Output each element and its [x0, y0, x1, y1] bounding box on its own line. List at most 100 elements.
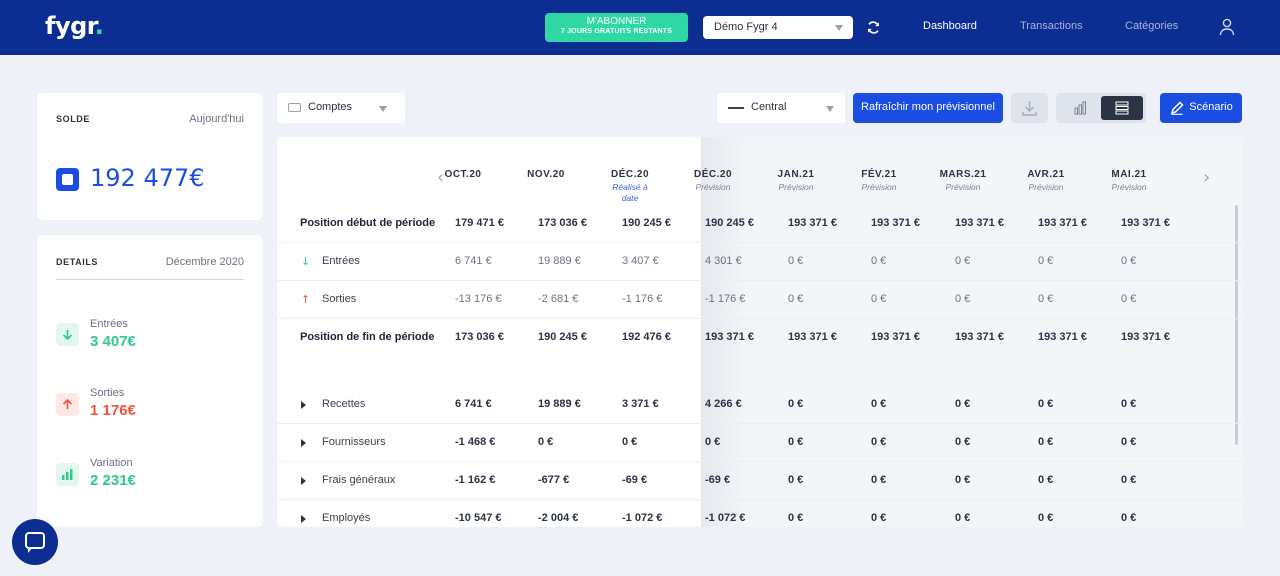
subscribe-button[interactable]: M'ABONNER 7 JOURS GRATUITS RESTANTS — [545, 13, 688, 42]
column-month: DÉC.20 — [693, 169, 732, 180]
fygr-logo[interactable]: fygr. — [45, 12, 104, 40]
scenario-button[interactable]: Scénario — [1160, 93, 1242, 123]
column-header: MAI.21 Prévision — [1089, 169, 1169, 193]
table-cell: 0 € — [1121, 436, 1137, 448]
table-cell: 6 741 € — [455, 398, 492, 410]
column-header: AVR.21 Prévision — [1006, 169, 1086, 193]
table-cell: 173 036 € — [538, 217, 587, 229]
nav-dashboard[interactable]: Dashboard — [923, 20, 977, 32]
table-cell: 0 € — [955, 255, 971, 267]
table-cell: 0 € — [1038, 474, 1054, 486]
column-header: DÉC.20 Prévision — [673, 169, 753, 193]
table-cell: 0 € — [1121, 293, 1137, 305]
table-cell: 0 € — [871, 293, 887, 305]
table-cell: 0 € — [955, 474, 971, 486]
table-cell: -1 176 € — [622, 293, 663, 305]
table-row[interactable]: Fournisseurs -1 468 € 0 € 0 € 0 € 0 € 0 € 0 € 0 … — [277, 424, 1243, 462]
table-cell: 0 € — [788, 436, 804, 448]
expand-caret-icon[interactable] — [301, 477, 306, 485]
top-navbar: fygr. M'ABONNER 7 JOURS GRATUITS RESTANT… — [0, 0, 1280, 55]
balance-value: 192 477€ — [90, 164, 205, 192]
expand-caret-icon[interactable] — [301, 401, 306, 409]
table-cell: 193 371 € — [955, 217, 1004, 229]
balance-title: SOLDE — [56, 114, 91, 124]
chart-view-button[interactable] — [1059, 96, 1101, 120]
table-row: Position de fin de période 173 036 € 190 2… — [277, 319, 1243, 357]
metric-value-entrees: 3 407€ — [90, 333, 136, 350]
scenario-button-label: Scénario — [1189, 101, 1233, 113]
table-row[interactable]: Frais généraux -1 162 € -677 € -69 € -69 € 0 … — [277, 462, 1243, 500]
table-cell: 173 036 € — [455, 331, 504, 343]
row-label: Recettes — [322, 398, 366, 410]
chevron-left-icon[interactable]: ‹ — [437, 167, 445, 188]
refresh-forecast-button[interactable]: Rafraîchir mon prévisionnel — [853, 93, 1003, 123]
table-cell: 190 245 € — [705, 217, 754, 229]
expand-caret-icon[interactable] — [301, 439, 306, 447]
expand-caret-icon[interactable] — [301, 515, 306, 523]
column-header: FÉV.21 Prévision — [839, 169, 919, 193]
vertical-scrollbar[interactable] — [1235, 205, 1238, 445]
scenario-select[interactable]: Central — [717, 93, 845, 123]
nav-transactions[interactable]: Transactions — [1020, 20, 1083, 32]
table-cell: -1 468 € — [455, 436, 496, 448]
table-cell: -10 547 € — [455, 512, 502, 524]
chevron-right-icon[interactable]: › — [1203, 167, 1211, 188]
metric-value-sorties: 1 176€ — [90, 402, 136, 419]
table-row[interactable]: Employés -10 547 € -2 004 € -1 072 € -1 072 … — [277, 500, 1243, 527]
table-cell: -1 072 € — [705, 512, 746, 524]
details-title: DETAILS — [56, 257, 99, 267]
chat-button[interactable] — [12, 519, 58, 565]
details-divider — [56, 279, 244, 280]
column-month: JAN.21 — [777, 169, 815, 180]
table-cell: 19 889 € — [538, 398, 581, 410]
arrow-down-icon — [56, 323, 79, 346]
table-cell: 4 301 € — [705, 255, 742, 267]
table-row[interactable]: Recettes 6 741 € 19 889 € 3 371 € 4 266 € 0 €… — [277, 386, 1243, 424]
table-cell: -1 072 € — [622, 512, 663, 524]
table-cell: 0 € — [1038, 398, 1054, 410]
table-cell: 192 476 € — [622, 331, 671, 343]
company-select[interactable]: Démo Fygr 4 — [703, 16, 853, 39]
table-cell: 19 889 € — [538, 255, 581, 267]
table-cell: 0 € — [1121, 474, 1137, 486]
table-cell: 0 € — [871, 255, 887, 267]
nav-categories[interactable]: Catégories — [1125, 20, 1179, 32]
column-month: OCT.20 — [444, 169, 482, 180]
table-cell: -2 004 € — [538, 512, 579, 524]
refresh-icon[interactable] — [866, 20, 881, 35]
table-view-button[interactable] — [1101, 96, 1143, 120]
column-header: JAN.21 Prévision — [756, 169, 836, 193]
table-cell: 0 € — [955, 436, 971, 448]
accounts-select[interactable]: Comptes — [277, 93, 405, 123]
table-cell: 193 371 € — [1121, 217, 1170, 229]
forecast-zone-shadow — [701, 137, 746, 527]
column-subtitle: Réalisé à date — [612, 182, 648, 203]
arrow-down-icon: ↓ — [301, 255, 311, 268]
table-cell: 193 371 € — [1038, 331, 1087, 343]
table-row: ↓ Entrées 6 741 € 19 889 € 3 407 € 4 301 € 0 €… — [277, 243, 1243, 281]
table-cell: 0 € — [1121, 255, 1137, 267]
column-month: AVR.21 — [1027, 169, 1065, 180]
chat-bubble-tail — [28, 548, 32, 553]
row-label: Position début de période — [300, 217, 436, 229]
table-cell: 0 € — [788, 255, 804, 267]
row-label: Fournisseurs — [322, 436, 386, 448]
chat-icon — [25, 532, 45, 549]
table-cell: 0 € — [1121, 512, 1137, 524]
table-row: Position début de période 179 471 € 173 03… — [277, 205, 1243, 243]
table-icon — [1115, 101, 1129, 115]
table-row: ↑ Sorties -13 176 € -2 681 € -1 176 € -1 176 … — [277, 281, 1243, 319]
company-select-value: Démo Fygr 4 — [714, 21, 778, 33]
trial-days-label: 7 JOURS GRATUITS RESTANTS — [560, 28, 673, 35]
table-cell: 0 € — [1038, 255, 1054, 267]
view-toggle — [1056, 93, 1146, 123]
table-cell: 0 € — [955, 398, 971, 410]
download-button[interactable] — [1011, 93, 1048, 123]
user-icon[interactable] — [1219, 18, 1235, 36]
column-header: OCT.20 — [423, 169, 503, 182]
metric-label-sorties: Sorties — [90, 387, 125, 399]
row-label: Position de fin de période — [300, 331, 435, 343]
table-cell: 0 € — [1038, 512, 1054, 524]
table-cell: 0 € — [538, 436, 554, 448]
table-cell: 3 407 € — [622, 255, 659, 267]
